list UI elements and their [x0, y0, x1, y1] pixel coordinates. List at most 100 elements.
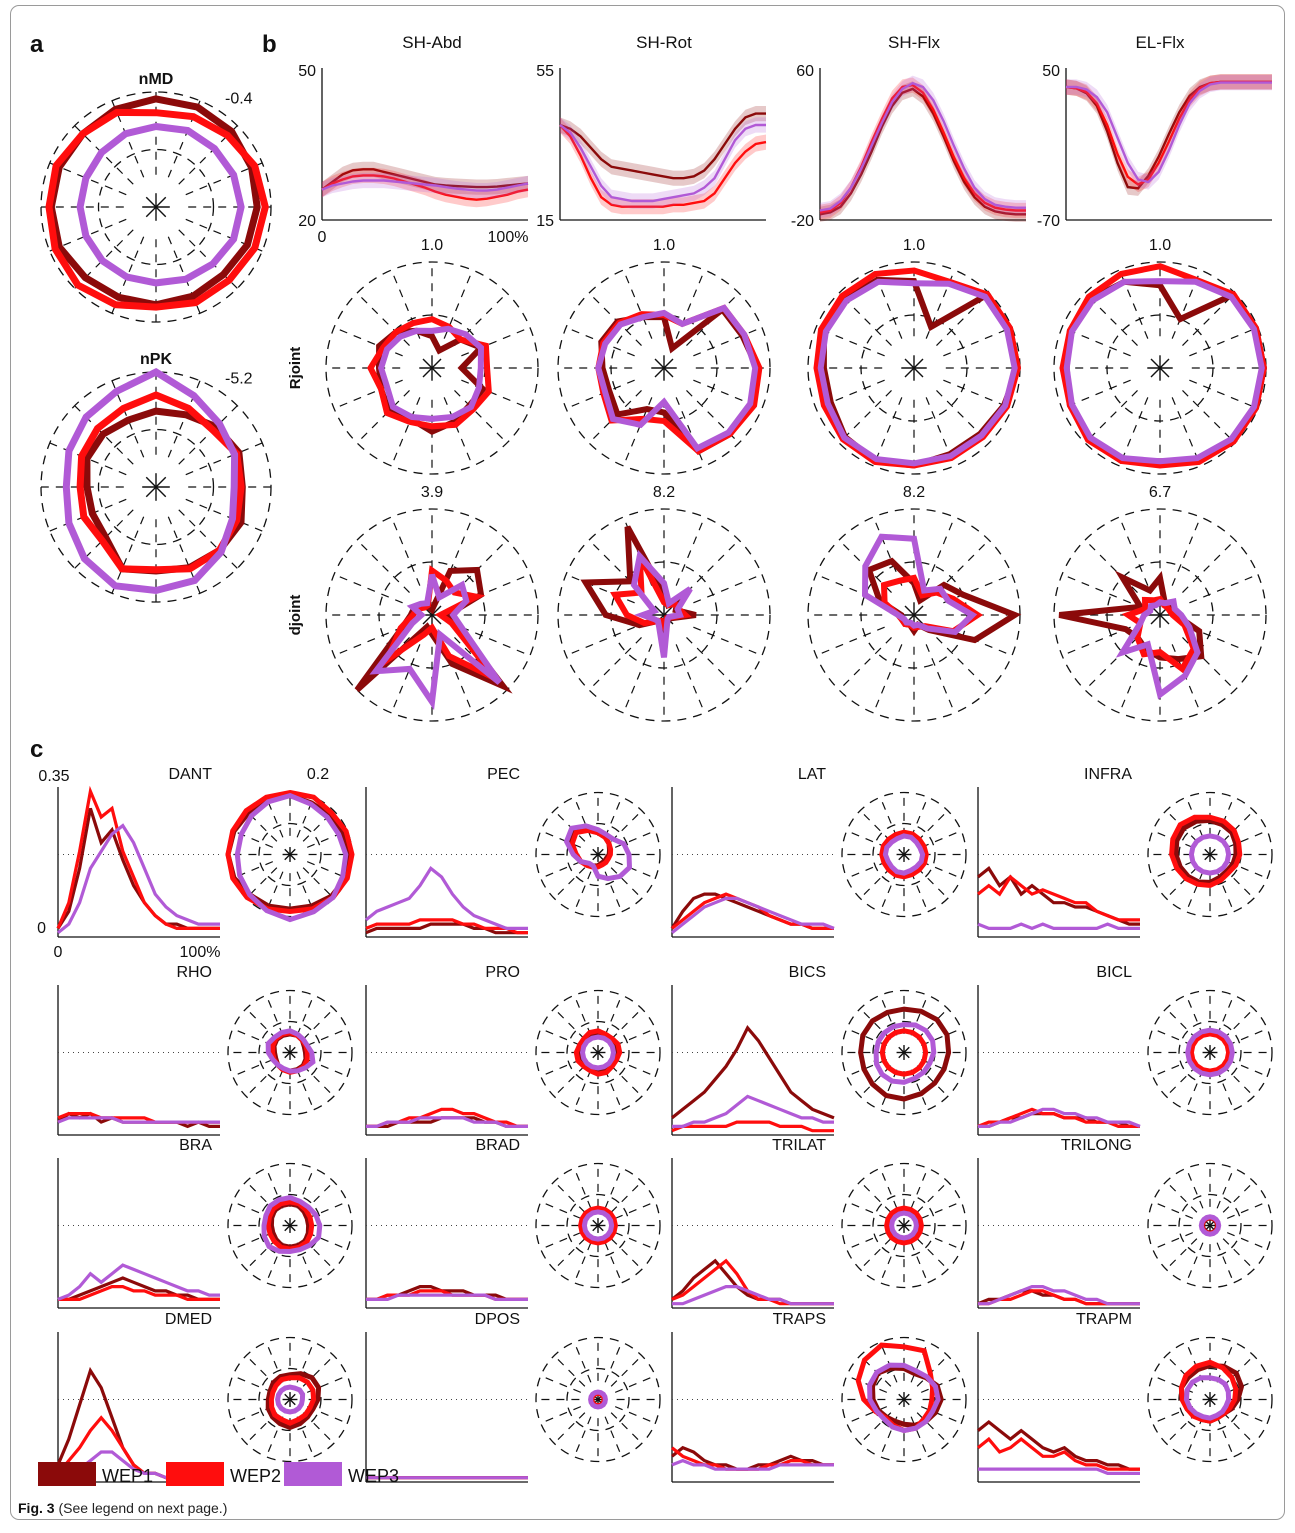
muscle-bicl-series-wep2: [1188, 1031, 1232, 1074]
muscle-trapm-series-wep2: [1178, 1359, 1239, 1424]
muscle-pec-spoke-11: [540, 861, 582, 879]
panel-b-rjoint-sh-rot-ring-1: [557, 261, 771, 475]
muscle-lat: LAT: [670, 766, 835, 938]
muscle-lat-spoke-7: [910, 871, 929, 913]
panel-b-rjoint-sh-abd-spoke-2: [454, 292, 508, 346]
panel-b-line-sh-abd: SH-Abd 50 200 100%: [298, 33, 528, 246]
muscle-pec-radar: [535, 791, 661, 918]
muscle-dant: DANT: [56, 766, 220, 938]
muscle-infra-spoke-1: [1216, 796, 1235, 838]
muscle-lat-ring-1: [841, 791, 967, 918]
muscle-traps-series-wep3: [867, 1362, 941, 1434]
muscle-infra-spoke-11: [1152, 861, 1194, 879]
muscle-infra-spoke-2: [1222, 810, 1255, 842]
muscle-dmed-series-wep2: [268, 1375, 317, 1426]
panel-b-line-el-flx-band-wep2: [1066, 74, 1272, 193]
muscle-bics-line-wep3: [672, 1094, 834, 1129]
muscle-lat-series-wep2: [879, 829, 929, 880]
panel-b-line-sh-abd-xmax: 100%: [488, 229, 529, 246]
muscle-trilat-spoke-1: [910, 1167, 929, 1209]
panel-b-rjoint-el-flx-spoke-3: [1189, 326, 1259, 357]
muscle-pro-spoke-1: [604, 994, 623, 1036]
muscle-bra-line-wep3: [57, 1263, 220, 1301]
muscle-trilong-radar: [1147, 1162, 1273, 1289]
muscle-bics: BICS: [671, 964, 835, 1136]
muscle-dant-line-wep3: [57, 823, 220, 934]
muscle-dant-radar: [225, 789, 355, 923]
muscle-trapm-spoke-7: [1216, 1416, 1235, 1458]
muscle-bics-spoke-9: [879, 1069, 898, 1111]
muscle-trapm-series-wep3: [1183, 1375, 1232, 1421]
muscle-bicl-spoke-2: [1222, 1008, 1255, 1040]
muscle-dmed-ring-0: [258, 1367, 322, 1432]
panel-b-rjoint-sh-rot-spoke-15: [622, 269, 653, 339]
panel-b-line-sh-flx-title: SH-Flx: [888, 33, 940, 52]
muscle-brad-line-wep3: [366, 1293, 528, 1302]
muscle-trilat-line-wep3: [672, 1284, 834, 1306]
muscle-pro-hub-3: [592, 1046, 604, 1059]
muscle-pec-series-wep3: [563, 823, 633, 882]
panel-a-scale-nmd: -0.4: [225, 91, 253, 108]
panel-b-djoint-sh-abd-series-wep2: [380, 565, 499, 682]
muscle-dpos-spoke-11: [540, 1406, 582, 1424]
muscle-bra-line-wep2: [58, 1284, 220, 1302]
panel-b-djoint-sh-rot-spoke-13: [565, 573, 635, 604]
muscle-trilat-spoke-5: [920, 1232, 962, 1250]
panel-b-line-el-flx-band-wep3: [1066, 75, 1272, 190]
muscle-trapm-line-wep1: [977, 1419, 1140, 1471]
panel-b-djoint-el-flx-spoke-5: [1189, 626, 1259, 657]
muscle-pro-radar: [535, 989, 661, 1116]
muscle-infra: INFRA: [977, 766, 1140, 938]
panel-b-djoint-el-flx-series-wep2: [1121, 595, 1198, 674]
caption-label: Fig. 3: [18, 1500, 55, 1516]
muscle-lat-spoke-2: [916, 810, 949, 842]
muscle-dmed-ring-1: [227, 1336, 353, 1463]
muscle-brad-spoke-14: [553, 1181, 586, 1213]
panel-b-line-sh-rot-band-wep2: [560, 117, 766, 215]
muscle-lat-spoke-3: [920, 830, 962, 848]
panel-b-line-sh-abd-series-wep3: [321, 179, 529, 192]
muscle-pro-spoke-3: [614, 1028, 656, 1046]
muscle-trapm-line-wep2: [977, 1436, 1140, 1471]
panel-b-rjoint-sh-flx-series-wep3: [817, 278, 1018, 467]
panel-b-djoint-sh-flx-spoke-6: [936, 637, 990, 691]
panel-b-djoint-el-flx-spoke-10: [1084, 637, 1138, 691]
panel-b-rjoint-sh-rot-hub-3: [654, 358, 674, 378]
muscle-trapm-ring-0: [1178, 1367, 1242, 1432]
muscle-dmed-series-wep1: [265, 1371, 322, 1431]
muscle-bics-line-wep1: [671, 1025, 835, 1120]
muscle-trilat-name: TRILAT: [772, 1137, 826, 1154]
panel-b-rjoint-el-flx-hub-3: [1150, 358, 1170, 378]
muscle-trilong-ring-0: [1178, 1193, 1242, 1258]
muscle-dmed-series-wep3: [275, 1384, 306, 1415]
muscle-pro: PRO: [365, 964, 528, 1136]
panel-b-djoint-scale-2: 8.2: [903, 484, 925, 501]
muscle-rho-radar: [227, 989, 353, 1116]
muscle-dpos-spoke-5: [614, 1406, 656, 1424]
muscle-lat-hub-3: [898, 848, 910, 861]
muscle-bicl-spoke-6: [1222, 1065, 1255, 1097]
panel-b-djoint-sh-flx-series-wep3: [861, 533, 978, 636]
panel-b-rjoint-sh-abd-spoke-11: [333, 379, 403, 410]
muscle-bicl-spoke-1: [1216, 994, 1235, 1036]
panel-a-nmd-series-wep3: [76, 122, 245, 287]
panel-b-djoint-sh-abd-spoke-15: [390, 516, 421, 586]
panel-b-djoint-sh-rot-series-wep3: [630, 549, 693, 658]
panel-b-line-sh-flx: SH-Flx 60 -20: [791, 33, 1026, 230]
figure-frame: [10, 5, 1285, 1520]
muscle-brad-spoke-7: [604, 1242, 623, 1284]
muscle-pro-spoke-6: [610, 1065, 643, 1097]
muscles-radar-scale: 0.2: [307, 766, 329, 783]
muscle-dant-name: DANT: [168, 766, 212, 783]
muscle-rho-spoke-14: [245, 1008, 278, 1040]
muscle-rho-spoke-3: [306, 1028, 348, 1046]
muscle-trilong-ring-1: [1147, 1162, 1273, 1289]
muscle-bics-series-wep2: [879, 1028, 929, 1077]
panel-b-rjoint-sh-rot-spoke-1: [675, 269, 706, 339]
panel-a-title-nmd: nMD: [139, 71, 174, 88]
muscle-rho-line-wep3: [57, 1116, 220, 1124]
panel-a-title-npk: nPK: [140, 351, 172, 368]
muscle-dmed-name: DMED: [165, 1311, 212, 1328]
panel-b-rjoint-sh-abd-spoke-10: [356, 390, 410, 444]
muscle-dmed-line-wep1: [56, 1366, 220, 1480]
